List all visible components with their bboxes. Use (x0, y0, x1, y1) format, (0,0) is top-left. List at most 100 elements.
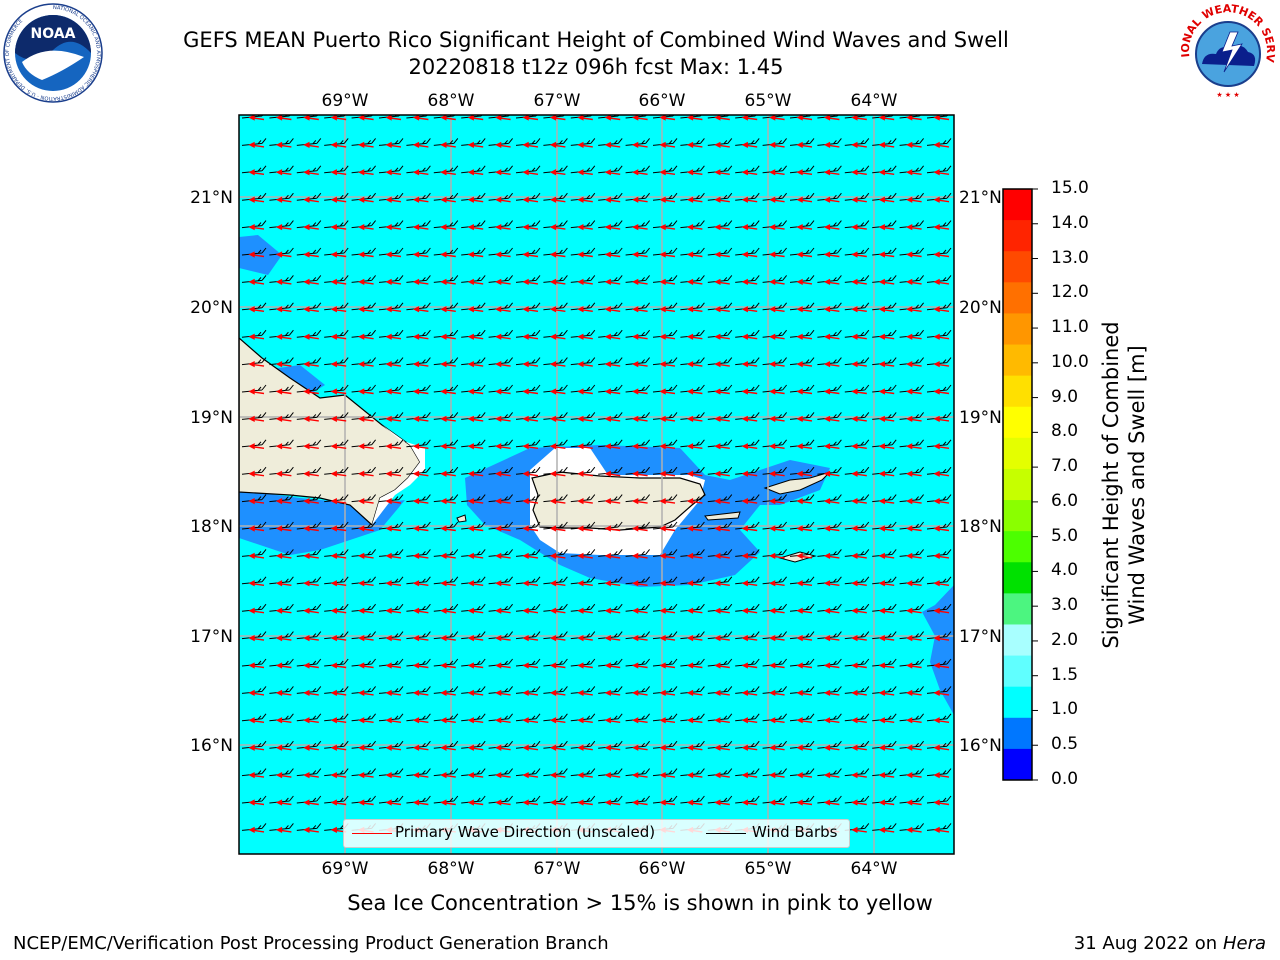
wave-direction-arrow (467, 634, 484, 642)
wave-direction-arrow (358, 689, 374, 697)
wave-direction-arrow (577, 689, 593, 697)
wave-direction-arrow (714, 552, 730, 560)
wave-direction-arrow (632, 662, 648, 669)
wave-direction-arrow (906, 689, 922, 697)
wave-direction-arrow (495, 306, 511, 313)
wave-direction-arrow (549, 196, 566, 203)
wave-direction-arrow (906, 306, 922, 313)
wave-direction-arrow (686, 306, 703, 313)
colorbar-label-line2: Wind Waves and Swell [m] (1125, 345, 1149, 625)
wave-direction-arrow (440, 717, 456, 724)
wave-direction-arrow (796, 552, 813, 560)
wave-direction-arrow (632, 223, 648, 231)
wave-direction-arrow (577, 497, 593, 505)
wave-direction-arrow (823, 223, 840, 231)
wave-direction-arrow (495, 634, 511, 642)
colorbar-block (1003, 313, 1032, 346)
wave-direction-arrow (303, 689, 319, 697)
wave-direction-arrow (275, 306, 292, 313)
wave-direction-arrow (878, 717, 895, 724)
wave-direction-arrow (632, 525, 648, 532)
wave-direction-arrow (303, 169, 319, 176)
wave-direction-arrow (549, 799, 566, 806)
wave-direction-arrow (495, 771, 511, 779)
wave-direction-arrow (933, 415, 950, 423)
wave-direction-arrow (467, 552, 484, 560)
colorbar-tick: 0.5 (1051, 734, 1079, 755)
wave-direction-arrow (686, 360, 703, 368)
wave-direction-arrow (769, 443, 785, 450)
wave-direction-arrow (358, 196, 374, 203)
wave-direction-arrow (330, 388, 347, 395)
latitude-labels-left: 21°N 20°N 19°N 18°N 17°N 16°N (190, 188, 233, 756)
wave-direction-arrow (440, 497, 456, 505)
wave-direction-arrow (522, 415, 539, 423)
wave-direction-arrow (275, 360, 292, 368)
wave-direction-arrow (878, 497, 895, 505)
wave-direction-arrow (659, 251, 676, 258)
wave-direction-arrow (823, 333, 840, 340)
wave-direction-arrow (467, 360, 484, 368)
wave-direction-arrow (385, 388, 402, 395)
colorbar-tick: 4.0 (1051, 560, 1079, 581)
lon-label: 68°W (428, 91, 475, 111)
wave-direction-arrow (577, 333, 593, 340)
wave-direction-arrow (906, 607, 922, 614)
wave-direction-arrow (467, 525, 484, 532)
wave-direction-arrow (906, 115, 922, 121)
wave-direction-arrow (358, 607, 374, 614)
wave-direction-arrow (659, 470, 676, 477)
wave-direction-arrow (577, 115, 593, 121)
wave-direction-arrow (330, 360, 347, 368)
wave-direction-arrow (714, 525, 730, 532)
wave-direction-arrow (303, 497, 319, 505)
wave-direction-arrow (878, 141, 895, 149)
wave-direction-arrow (714, 141, 730, 149)
lon-label: 65°W (745, 859, 792, 879)
colorbar-tick: 13.0 (1051, 247, 1089, 268)
wave-direction-arrow (440, 333, 456, 340)
wave-direction-arrow (275, 388, 292, 395)
wave-direction-arrow (330, 443, 347, 450)
wave-direction-arrow (412, 278, 429, 286)
wave-direction-arrow (851, 744, 867, 751)
wave-direction-arrow (604, 799, 621, 806)
wave-direction-arrow (522, 360, 539, 368)
wave-direction-arrow (933, 360, 950, 368)
wave-direction-arrow (330, 799, 347, 806)
wave-direction-arrow (440, 223, 456, 231)
wave-direction-arrow (851, 223, 867, 231)
wave-direction-arrow (878, 799, 895, 806)
wave-direction-arrow (906, 552, 922, 560)
machine-name: Hera (1222, 933, 1266, 954)
wave-direction-arrow (933, 607, 950, 614)
wave-direction-arrow (659, 634, 676, 642)
wave-direction-arrow (714, 799, 730, 806)
wave-direction-arrow (385, 744, 402, 751)
wave-direction-arrow (248, 497, 265, 505)
wave-direction-arrow (604, 771, 621, 779)
wave-direction-arrow (467, 278, 484, 286)
colorbar-block (1003, 624, 1032, 657)
wave-direction-arrow (440, 278, 456, 286)
wave-direction-arrow (467, 607, 484, 614)
wave-direction-arrow (714, 689, 730, 697)
wave-direction-arrow (906, 360, 922, 368)
wave-direction-arrow (385, 251, 402, 258)
colorbar-block (1003, 686, 1032, 719)
wave-direction-arrow (303, 799, 319, 806)
wave-direction-arrow (933, 525, 950, 532)
wave-direction-arrow (467, 333, 484, 340)
colorbar-label-line1: Significant Height of Combined (1099, 321, 1123, 649)
wave-direction-arrow (933, 169, 950, 176)
wave-direction-arrow (385, 169, 402, 176)
wave-direction-arrow (686, 607, 703, 614)
wave-direction-arrow (522, 771, 539, 779)
wave-direction-arrow (275, 196, 292, 203)
wave-direction-arrow (358, 333, 374, 340)
wave-direction-arrow (604, 388, 621, 395)
wave-direction-arrow (248, 662, 265, 669)
wave-direction-arrow (495, 360, 511, 368)
wave-direction-arrow (385, 580, 402, 587)
wave-direction-arrow (440, 415, 456, 423)
